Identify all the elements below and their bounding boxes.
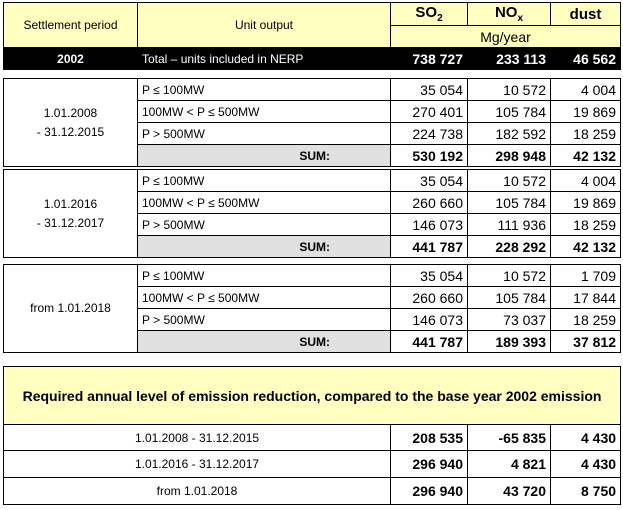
- units-header: Mg/year: [390, 25, 621, 48]
- base-year-label: Total – units included in NERP: [137, 47, 391, 70]
- dust-cell: 18 259: [550, 122, 621, 145]
- base-year-row: 2002 Total – units included in NERP 738 …: [3, 47, 621, 70]
- so2-cell: 224 738: [390, 122, 468, 145]
- so2-header: SO2: [390, 2, 468, 26]
- so2-cell: 146 073: [390, 308, 468, 331]
- period-label: 1.01.2008- 31.12.2015: [3, 78, 138, 167]
- sum-nox: 189 393: [467, 330, 551, 353]
- so2-cell: 260 660: [390, 191, 468, 214]
- reduction-so2: 296 940: [390, 477, 468, 505]
- nox-cell: 10 572: [467, 169, 551, 192]
- category-cell: 100MW < P ≤ 500MW: [137, 191, 391, 214]
- category-cell: 100MW < P ≤ 500MW: [137, 286, 391, 309]
- period-table-3: from 1.01.2018 P ≤ 100MW 35 054 10 572 1…: [3, 264, 621, 353]
- category-cell: P > 500MW: [137, 122, 391, 145]
- sum-label: SUM:: [137, 144, 391, 167]
- base-year: 2002: [3, 47, 138, 70]
- reduction-period: from 1.01.2018: [3, 477, 391, 505]
- category-cell: P ≤ 100MW: [137, 169, 391, 192]
- sum-dust: 42 132: [550, 235, 621, 258]
- category-cell: P ≤ 100MW: [137, 264, 391, 287]
- dust-cell: 18 259: [550, 308, 621, 331]
- base-year-so2: 738 727: [390, 47, 468, 70]
- base-year-nox: 233 113: [467, 47, 551, 70]
- so2-cell: 270 401: [390, 100, 468, 123]
- header-table: Settlement period Unit output SO2 NOx du…: [3, 2, 621, 70]
- sum-nox: 298 948: [467, 144, 551, 167]
- nox-cell: 182 592: [467, 122, 551, 145]
- reduction-nox: 43 720: [467, 477, 551, 505]
- period-table-1: 1.01.2008- 31.12.2015 P ≤ 100MW 35 054 1…: [3, 78, 621, 167]
- so2-cell: 35 054: [390, 169, 468, 192]
- reduction-period: 1.01.2008 - 31.12.2015: [3, 424, 391, 451]
- reduction-dust: 4 430: [549, 450, 622, 478]
- nox-cell: 105 784: [467, 286, 551, 309]
- sum-nox: 228 292: [467, 235, 551, 258]
- dust-cell: 17 844: [550, 286, 621, 309]
- reduction-table: Required annual level of emission reduct…: [2, 366, 622, 505]
- unit-output-header: Unit output: [137, 2, 391, 48]
- base-year-dust: 46 562: [550, 47, 621, 70]
- period-table-2: 1.01.2016- 31.12.2017 P ≤ 100MW 35 054 1…: [3, 169, 621, 258]
- nox-header: NOx: [467, 2, 551, 26]
- sum-label: SUM:: [137, 235, 391, 258]
- reduction-title: Required annual level of emission reduct…: [2, 366, 622, 425]
- period-label: 1.01.2016- 31.12.2017: [3, 169, 138, 258]
- reduction-nox: 4 821: [467, 450, 551, 478]
- sum-label: SUM:: [137, 330, 391, 353]
- sum-so2: 441 787: [390, 330, 468, 353]
- reduction-dust: 8 750: [549, 477, 622, 505]
- category-cell: 100MW < P ≤ 500MW: [137, 100, 391, 123]
- dust-cell: 4 004: [550, 169, 621, 192]
- category-cell: P > 500MW: [137, 213, 391, 236]
- sum-dust: 37 812: [550, 330, 621, 353]
- nox-cell: 105 784: [467, 100, 551, 123]
- nox-cell: 10 572: [467, 78, 551, 101]
- reduction-period: 1.01.2016 - 31.12.2017: [3, 450, 391, 478]
- period-label: from 1.01.2018: [3, 264, 138, 353]
- dust-cell: 19 869: [550, 100, 621, 123]
- nox-cell: 111 936: [467, 213, 551, 236]
- reduction-nox: -65 835: [467, 424, 551, 451]
- sum-dust: 42 132: [550, 144, 621, 167]
- settlement-period-header: Settlement period: [3, 2, 138, 48]
- nox-cell: 10 572: [467, 264, 551, 287]
- dust-cell: 4 004: [550, 78, 621, 101]
- category-cell: P ≤ 100MW: [137, 78, 391, 101]
- nox-cell: 105 784: [467, 191, 551, 214]
- so2-cell: 146 073: [390, 213, 468, 236]
- reduction-so2: 296 940: [390, 450, 468, 478]
- reduction-so2: 208 535: [390, 424, 468, 451]
- category-cell: P > 500MW: [137, 308, 391, 331]
- nox-cell: 73 037: [467, 308, 551, 331]
- sum-so2: 441 787: [390, 235, 468, 258]
- sum-so2: 530 192: [390, 144, 468, 167]
- so2-cell: 35 054: [390, 264, 468, 287]
- dust-cell: 18 259: [550, 213, 621, 236]
- dust-header: dust: [550, 2, 621, 26]
- so2-cell: 35 054: [390, 78, 468, 101]
- so2-cell: 260 660: [390, 286, 468, 309]
- dust-cell: 1 709: [550, 264, 621, 287]
- reduction-dust: 4 430: [549, 424, 622, 451]
- dust-cell: 19 869: [550, 191, 621, 214]
